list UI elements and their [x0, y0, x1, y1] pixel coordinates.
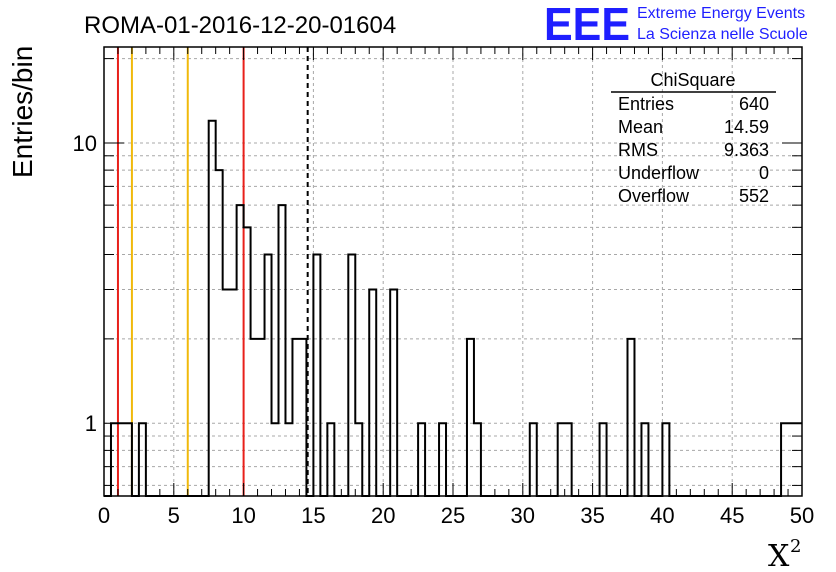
stats-label-mean: Mean [618, 117, 663, 137]
x-axis-label-sup: 2 [790, 536, 801, 557]
chart-title: ROMA-01-2016-12-20-01604 [84, 12, 396, 39]
x-tick-label: 10 [231, 503, 255, 528]
stats-label-entries: Entries [618, 94, 674, 114]
x-tick-label: 20 [371, 503, 395, 528]
x-axis-label-main: X [768, 539, 790, 572]
logo-line2: La Scienza nelle Scuole [637, 26, 808, 43]
x-tick-label: 0 [98, 503, 110, 528]
y-axis-label: Entries/bin [7, 46, 38, 178]
x-tick-label: 25 [441, 503, 465, 528]
x-tick-label: 45 [720, 503, 744, 528]
eee-logo: EEE Extreme Energy Events La Scienza nel… [544, 0, 808, 50]
stats-value-rms: 9.363 [724, 140, 769, 160]
eee-logo-letters: EEE [544, 0, 630, 50]
x-tick-label: 15 [301, 503, 325, 528]
reference-lines [116, 47, 309, 496]
stats-value-overflow: 552 [739, 186, 769, 206]
x-tick-label: 40 [650, 503, 674, 528]
tick-labels: 0 5 10 15 20 25 30 35 40 45 50 1 10 [73, 131, 815, 528]
axes [103, 46, 803, 497]
y-tick-label: 10 [73, 131, 97, 156]
x-tick-label: 30 [511, 503, 535, 528]
stats-label-overflow: Overflow [618, 186, 690, 206]
y-tick-label: 1 [85, 411, 97, 436]
stats-value-entries: 640 [739, 94, 769, 114]
stats-value-underflow: 0 [759, 163, 769, 183]
x-tick-label: 35 [580, 503, 604, 528]
x-axis-label: X 2 [768, 536, 801, 572]
stats-box: ChiSquare Entries 640 Mean 14.59 RMS 9.3… [611, 70, 776, 206]
x-tick-label: 5 [168, 503, 180, 528]
logo-line1: Extreme Energy Events [637, 5, 805, 22]
stats-title: ChiSquare [650, 70, 735, 90]
x-tick-label: 50 [790, 503, 814, 528]
stats-label-underflow: Underflow [618, 163, 700, 183]
stats-label-rms: RMS [618, 140, 658, 160]
stats-value-mean: 14.59 [724, 117, 769, 137]
